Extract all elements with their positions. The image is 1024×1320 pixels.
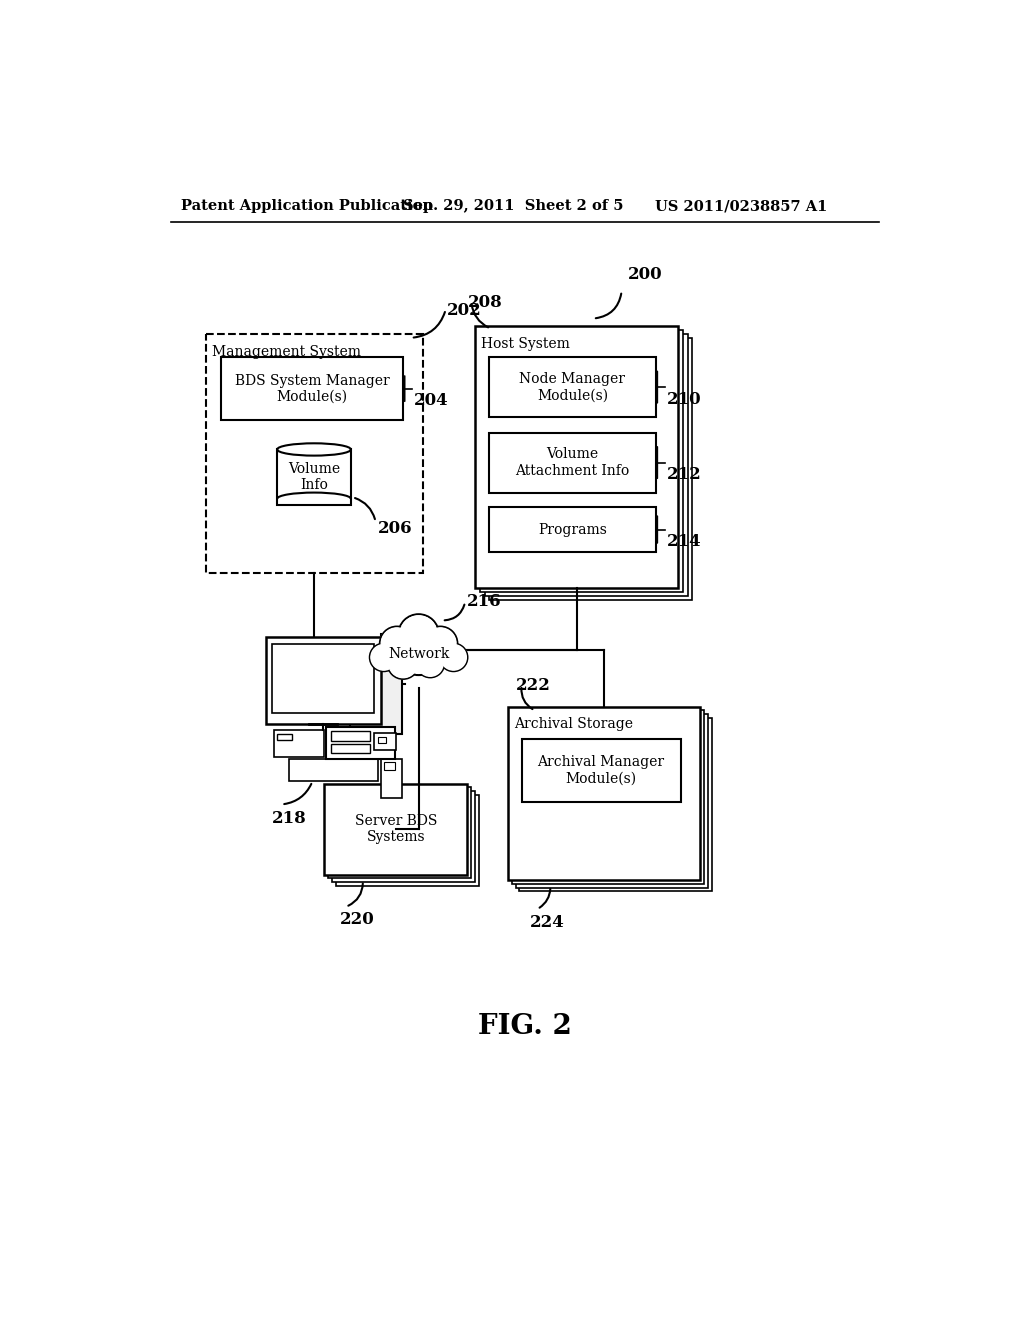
Bar	[324, 784, 467, 874]
Bar	[375, 733, 396, 750]
Text: 216: 216	[467, 593, 502, 610]
Circle shape	[371, 644, 396, 671]
Bar	[349, 660, 402, 734]
Bar	[378, 737, 386, 743]
Bar	[475, 326, 678, 589]
Circle shape	[381, 628, 413, 659]
Circle shape	[423, 627, 458, 660]
Text: Archival Storage: Archival Storage	[514, 718, 633, 731]
Bar	[521, 739, 681, 803]
Text: Management System: Management System	[212, 345, 360, 359]
Text: BDS System Manager
Module(s): BDS System Manager Module(s)	[234, 374, 389, 404]
Bar	[332, 792, 475, 882]
Text: Archival Manager
Module(s): Archival Manager Module(s)	[538, 755, 665, 785]
Circle shape	[440, 644, 466, 671]
Text: Patent Application Publication: Patent Application Publication	[180, 199, 433, 213]
Bar	[489, 338, 692, 599]
Text: 220: 220	[340, 911, 375, 928]
Bar	[489, 433, 655, 492]
Bar	[328, 788, 471, 878]
Bar	[327, 726, 394, 759]
Bar	[484, 334, 687, 595]
Text: 222: 222	[515, 677, 550, 694]
Bar	[278, 449, 351, 504]
Text: 218: 218	[272, 810, 307, 826]
Text: Network: Network	[388, 647, 450, 660]
Bar	[272, 644, 375, 713]
Bar	[384, 762, 394, 770]
Text: US 2011/0238857 A1: US 2011/0238857 A1	[655, 199, 827, 213]
Text: Volume
Attachment Info: Volume Attachment Info	[515, 447, 630, 478]
Circle shape	[400, 616, 437, 652]
Text: Server BDS
Systems: Server BDS Systems	[354, 814, 437, 845]
Circle shape	[425, 628, 456, 659]
Text: Host System: Host System	[481, 337, 570, 351]
Circle shape	[417, 649, 444, 677]
Text: 204: 204	[414, 392, 449, 409]
Bar	[331, 731, 370, 741]
Bar	[336, 795, 479, 886]
Text: Programs: Programs	[538, 523, 607, 536]
Circle shape	[418, 651, 443, 676]
Ellipse shape	[278, 444, 351, 455]
Bar	[480, 330, 683, 591]
Text: Node Manager
Module(s): Node Manager Module(s)	[519, 372, 626, 403]
Bar	[276, 734, 292, 739]
Circle shape	[380, 627, 414, 660]
Text: Sep. 29, 2011  Sheet 2 of 5: Sep. 29, 2011 Sheet 2 of 5	[403, 199, 624, 213]
Bar	[508, 706, 700, 880]
Bar	[489, 507, 655, 552]
Text: 202: 202	[447, 302, 482, 318]
Text: 210: 210	[667, 391, 701, 408]
Bar	[289, 759, 378, 780]
Text: FIG. 2: FIG. 2	[478, 1014, 571, 1040]
Bar	[381, 759, 402, 797]
Text: 208: 208	[467, 294, 502, 312]
Circle shape	[370, 644, 397, 671]
Bar	[512, 710, 703, 884]
Bar	[206, 334, 423, 573]
Text: 212: 212	[667, 466, 701, 483]
Circle shape	[398, 614, 438, 655]
Circle shape	[439, 644, 467, 671]
Bar	[273, 730, 324, 756]
Text: Volume
Info: Volume Info	[288, 462, 340, 492]
Circle shape	[388, 648, 419, 678]
Circle shape	[398, 634, 438, 673]
Text: 206: 206	[378, 520, 413, 537]
Bar	[221, 358, 403, 420]
Bar	[515, 714, 708, 887]
Text: 224: 224	[529, 913, 564, 931]
Bar	[519, 718, 712, 891]
Bar	[331, 743, 370, 752]
Circle shape	[397, 632, 440, 675]
Bar	[489, 358, 655, 417]
Text: 214: 214	[667, 533, 701, 550]
Text: 200: 200	[628, 267, 663, 284]
Bar	[266, 638, 381, 723]
Circle shape	[389, 649, 418, 677]
